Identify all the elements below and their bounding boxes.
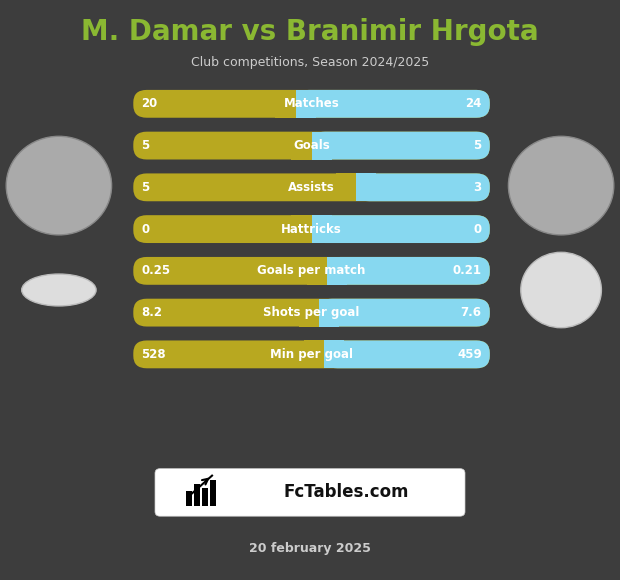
- Text: Shots per goal: Shots per goal: [264, 306, 360, 319]
- FancyBboxPatch shape: [336, 173, 356, 201]
- Text: 0: 0: [474, 223, 482, 235]
- FancyBboxPatch shape: [186, 491, 192, 506]
- FancyBboxPatch shape: [133, 132, 490, 160]
- Text: Club competitions, Season 2024/2025: Club competitions, Season 2024/2025: [191, 56, 429, 68]
- FancyBboxPatch shape: [311, 132, 332, 160]
- Text: Min per goal: Min per goal: [270, 348, 353, 361]
- Circle shape: [508, 136, 614, 235]
- FancyBboxPatch shape: [319, 299, 490, 327]
- FancyBboxPatch shape: [210, 480, 216, 506]
- Text: 20: 20: [141, 97, 157, 110]
- Text: 459: 459: [457, 348, 482, 361]
- Circle shape: [521, 252, 601, 328]
- Text: Assists: Assists: [288, 181, 335, 194]
- Text: Goals per match: Goals per match: [257, 264, 366, 277]
- FancyBboxPatch shape: [275, 90, 296, 118]
- Text: 3: 3: [474, 181, 482, 194]
- FancyBboxPatch shape: [327, 257, 347, 285]
- Text: 5: 5: [141, 181, 149, 194]
- FancyBboxPatch shape: [155, 469, 465, 516]
- Text: 5: 5: [141, 139, 149, 152]
- FancyBboxPatch shape: [324, 340, 490, 368]
- FancyBboxPatch shape: [324, 340, 344, 368]
- FancyBboxPatch shape: [133, 340, 490, 368]
- Circle shape: [6, 136, 112, 235]
- FancyBboxPatch shape: [133, 299, 490, 327]
- Text: M. Damar vs Branimir Hrgota: M. Damar vs Branimir Hrgota: [81, 18, 539, 46]
- FancyBboxPatch shape: [291, 132, 311, 160]
- Text: 5: 5: [474, 139, 482, 152]
- FancyBboxPatch shape: [307, 257, 327, 285]
- FancyBboxPatch shape: [296, 90, 490, 118]
- FancyBboxPatch shape: [319, 299, 339, 327]
- FancyBboxPatch shape: [133, 173, 490, 201]
- Text: Goals: Goals: [293, 139, 330, 152]
- FancyBboxPatch shape: [356, 173, 376, 201]
- Text: 20 february 2025: 20 february 2025: [249, 542, 371, 554]
- Text: FcTables.com: FcTables.com: [284, 483, 409, 502]
- Text: 0.21: 0.21: [453, 264, 482, 277]
- Text: 7.6: 7.6: [461, 306, 482, 319]
- Text: 24: 24: [466, 97, 482, 110]
- FancyBboxPatch shape: [311, 132, 490, 160]
- FancyBboxPatch shape: [296, 90, 316, 118]
- FancyBboxPatch shape: [311, 215, 490, 243]
- Text: 0.25: 0.25: [141, 264, 171, 277]
- Ellipse shape: [22, 274, 96, 306]
- FancyBboxPatch shape: [133, 215, 490, 243]
- FancyBboxPatch shape: [304, 340, 324, 368]
- Text: 0: 0: [141, 223, 149, 235]
- FancyBboxPatch shape: [327, 257, 490, 285]
- FancyBboxPatch shape: [291, 215, 311, 243]
- Text: 8.2: 8.2: [141, 306, 162, 319]
- FancyBboxPatch shape: [356, 173, 490, 201]
- FancyBboxPatch shape: [194, 484, 200, 506]
- Text: Matches: Matches: [284, 97, 339, 110]
- FancyBboxPatch shape: [133, 90, 490, 118]
- Text: Hattricks: Hattricks: [281, 223, 342, 235]
- FancyBboxPatch shape: [299, 299, 319, 327]
- FancyBboxPatch shape: [202, 488, 208, 506]
- FancyBboxPatch shape: [133, 257, 490, 285]
- FancyBboxPatch shape: [311, 215, 332, 243]
- Text: 528: 528: [141, 348, 166, 361]
